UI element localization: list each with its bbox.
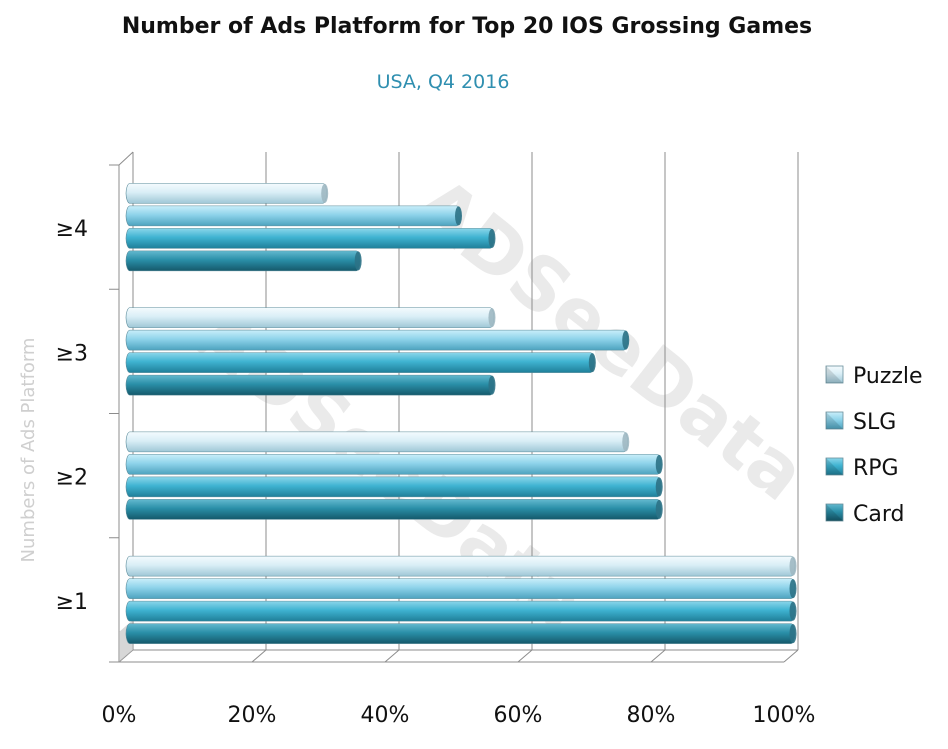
bar-cap — [655, 454, 663, 474]
legend-swatch-shade — [826, 458, 843, 475]
bar — [125, 431, 629, 453]
bar — [125, 307, 495, 328]
bar-cap — [655, 499, 663, 519]
bar — [125, 578, 796, 599]
legend-swatch-shade — [826, 504, 843, 521]
legend-label: RPG — [853, 456, 899, 481]
legend-swatch — [825, 503, 844, 522]
floor-tick — [783, 649, 799, 663]
bar — [125, 205, 461, 227]
floor-tick — [650, 649, 666, 663]
bar — [125, 555, 796, 577]
floor-tick — [517, 649, 533, 663]
legend-swatch-shade — [826, 366, 843, 383]
floor-tick — [251, 649, 267, 663]
bar-cap — [622, 330, 630, 350]
y-tick-label: ≥3 — [56, 341, 88, 366]
floor-tick — [384, 649, 400, 663]
y-tick-label: ≥2 — [56, 466, 88, 491]
legend-swatch — [825, 457, 844, 476]
bar — [125, 183, 327, 204]
bar — [125, 600, 796, 622]
bar — [125, 374, 495, 396]
bar-cap — [354, 251, 362, 271]
bar — [125, 476, 662, 498]
bar-cap — [789, 601, 797, 621]
bar-cap — [588, 353, 596, 373]
bar-cap — [488, 228, 496, 248]
legend-swatch — [825, 411, 844, 430]
bar — [125, 623, 796, 644]
y-tick-label: ≥4 — [56, 217, 88, 242]
y-tick-label: ≥1 — [56, 590, 88, 615]
bar-cap — [655, 477, 663, 497]
legend-swatch — [825, 365, 844, 384]
legend-label: Puzzle — [853, 364, 923, 389]
bar — [125, 352, 595, 373]
x-tick-label: 0% — [102, 703, 137, 728]
x-tick-label: 80% — [627, 703, 676, 728]
bar-cap — [488, 375, 496, 395]
bar-cap — [488, 308, 496, 328]
bar-cap — [789, 624, 797, 644]
legend-label: SLG — [853, 410, 896, 435]
bar-cap — [789, 556, 797, 576]
chart-title: Number of Ads Platform for Top 20 IOS Gr… — [121, 14, 813, 39]
bar-cap — [789, 579, 797, 599]
bar — [125, 250, 361, 272]
bar — [125, 499, 662, 520]
x-tick-label: 100% — [753, 703, 816, 728]
legend-label: Card — [853, 502, 904, 527]
y-axis-top — [118, 151, 134, 166]
bar-cap — [455, 206, 462, 226]
x-tick-label: 20% — [228, 703, 277, 728]
legend-swatch-shade — [826, 412, 843, 429]
x-tick-label: 40% — [361, 703, 410, 728]
chart-subtitle: USA, Q4 2016 — [376, 71, 510, 93]
bar-cap — [321, 183, 329, 203]
bar-cap — [622, 432, 630, 452]
bar — [125, 228, 495, 249]
x-tick-label: 60% — [494, 703, 543, 728]
bar — [125, 329, 629, 351]
y-axis-title: Numbers of Ads Platform — [18, 338, 39, 563]
bar — [125, 454, 662, 475]
